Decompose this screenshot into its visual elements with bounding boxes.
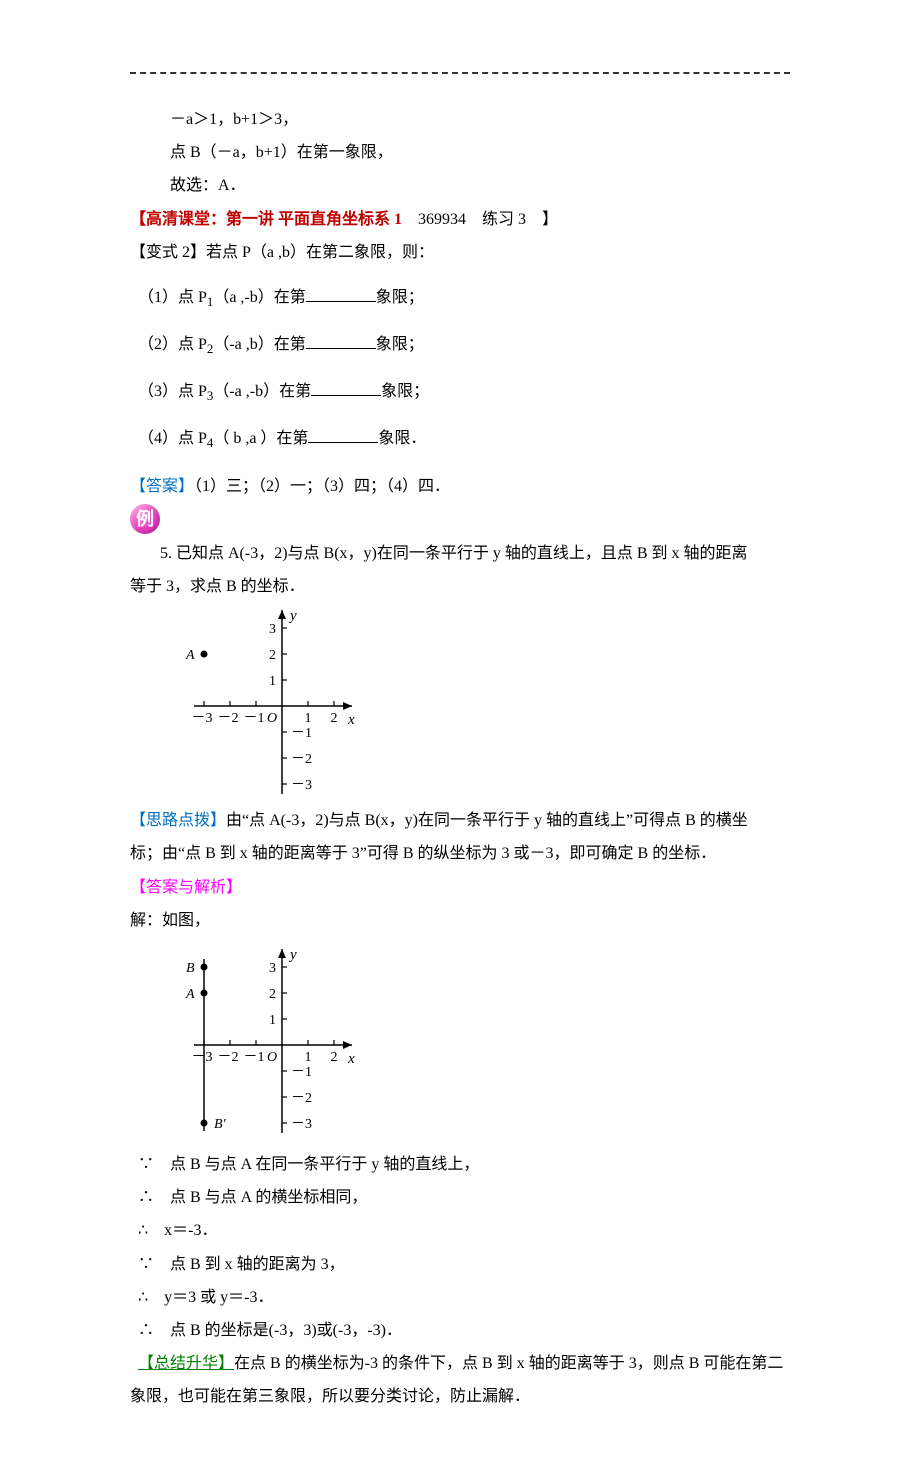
svg-text:1: 1 (269, 1013, 276, 1028)
svg-text:2: 2 (331, 1050, 338, 1065)
header-line: 【高清课堂：第一讲 平面直角坐标系 1 369934 练习 3 】 (130, 204, 790, 235)
summary-l2: 象限，也可能在第三象限，所以要分类讨论，防止漏解． (130, 1381, 790, 1412)
svg-text:1: 1 (305, 711, 312, 726)
ex-q-l2: 等于 3，求点 B 的坐标． (130, 571, 790, 602)
v1-mid: （a ,-b）在第 (213, 289, 305, 306)
proof-1: ∵ 点 B 与点 A 在同一条平行于 y 轴的直线上， (130, 1149, 790, 1180)
variant-item-1: （1）点 P1（a ,-b）在第象限； (130, 282, 790, 315)
header-red: 【高清课堂：第一讲 平面直角坐标系 1 (130, 211, 402, 228)
answer1: 【答案】（1）三；（2）一；（3）四；（4）四． (130, 471, 790, 502)
solution-head: 解：如图， (130, 905, 790, 936)
svg-text:－2: －2 (291, 1091, 312, 1106)
hint-t1: 由“点 A(-3，2)与点 B(x，y)在同一条平行于 y 轴的直线上”可得点 … (226, 812, 748, 829)
svg-text:1: 1 (269, 674, 276, 689)
svg-text:A: A (185, 987, 195, 1002)
variant-item-4: （4）点 P4（ b ,a ）在第象限． (130, 423, 790, 456)
example-badge-wrap: 例 (130, 504, 790, 536)
top-l2: 点 B（－a，b+1）在第一象限， (170, 137, 790, 168)
v2-mid: （-a ,b）在第 (213, 336, 305, 353)
top-l3: 故选：A． (170, 170, 790, 201)
top-rule (130, 72, 790, 74)
svg-text:－2: －2 (291, 752, 312, 767)
svg-text:y: y (288, 947, 297, 963)
answer1-label: 【答案】 (130, 478, 194, 495)
svg-text:B′: B′ (214, 1117, 227, 1132)
ex-q-l1: 5. 已知点 A(-3，2)与点 B(x，y)在同一条平行于 y 轴的直线上，且… (130, 538, 790, 569)
svg-text:A: A (185, 648, 195, 663)
v1-post: 象限； (376, 289, 424, 306)
svg-text:－1: －1 (244, 1050, 265, 1065)
svg-text:2: 2 (331, 711, 338, 726)
svg-text:－3: －3 (192, 1050, 213, 1065)
variant-intro: 【变式 2】若点 P（a ,b）在第二象限，则： (130, 237, 790, 268)
v3-blank (311, 380, 381, 396)
v1-pre: （1）点 P (138, 289, 207, 306)
coord-chart-1: －3－2－112－3－2－1123OxyA (160, 606, 390, 801)
header-black: 369934 练习 3 】 (402, 211, 558, 228)
proof-3: ∴ x＝-3． (130, 1215, 790, 1246)
svg-text:－3: －3 (291, 778, 312, 793)
v1-blank (306, 286, 376, 302)
svg-text:－2: －2 (218, 711, 239, 726)
svg-text:－3: －3 (192, 711, 213, 726)
v3-mid: （-a ,-b）在第 (213, 383, 311, 400)
svg-text:3: 3 (269, 961, 276, 976)
svg-text:－1: －1 (291, 1065, 312, 1080)
svg-text:O: O (267, 1050, 277, 1065)
svg-text:1: 1 (305, 1050, 312, 1065)
v2-blank (306, 333, 376, 349)
proof-4: ∵ 点 B 到 x 轴的距离为 3， (130, 1249, 790, 1280)
svg-text:2: 2 (269, 987, 276, 1002)
svg-text:2: 2 (269, 648, 276, 663)
top-l1: －a＞1，b+1＞3， (170, 104, 790, 135)
v4-post: 象限． (378, 430, 426, 447)
v2-pre: （2）点 P (138, 336, 207, 353)
summary-l1: 【总结升华】在点 B 的横坐标为-3 的条件下，点 B 到 x 轴的距离等于 3… (130, 1348, 790, 1379)
v2-post: 象限； (376, 336, 424, 353)
svg-text:O: O (267, 711, 277, 726)
proof-6: ∴ 点 B 的坐标是(-3，3)或(-3，-3)． (130, 1315, 790, 1346)
v3-post: 象限； (381, 383, 429, 400)
ans-label-t: 【答案与解析】 (130, 879, 242, 896)
v3-pre: （3）点 P (138, 383, 207, 400)
ans-label: 【答案与解析】 (130, 872, 790, 903)
svg-text:－1: －1 (291, 726, 312, 741)
example-badge: 例 (130, 504, 160, 534)
v4-mid: （ b ,a ）在第 (213, 430, 308, 447)
v4-blank (308, 427, 378, 443)
svg-text:－3: －3 (291, 1117, 312, 1132)
svg-text:－1: －1 (244, 711, 265, 726)
hint-l2: 标；由“点 B 到 x 轴的距离等于 3”可得 B 的纵坐标为 3 或－3，即可… (130, 838, 790, 869)
v4-pre: （4）点 P (138, 430, 207, 447)
svg-text:3: 3 (269, 622, 276, 637)
svg-text:x: x (347, 712, 355, 728)
summary-label: 【总结升华】 (138, 1355, 234, 1372)
svg-text:y: y (288, 608, 297, 624)
answer1-text: （1）三；（2）一；（3）四；（4）四． (194, 478, 450, 495)
variant-item-3: （3）点 P3（-a ,-b）在第象限； (130, 376, 790, 409)
proof-2: ∴ 点 B 与点 A 的横坐标相同， (130, 1182, 790, 1213)
variant-item-2: （2）点 P2（-a ,b）在第象限； (130, 329, 790, 362)
svg-text:－2: －2 (218, 1050, 239, 1065)
svg-text:x: x (347, 1051, 355, 1067)
hint-l1: 【思路点拨】由“点 A(-3，2)与点 B(x，y)在同一条平行于 y 轴的直线… (130, 805, 790, 836)
coord-chart-2: －3－2－112－3－2－1123OxyBAB′ (160, 940, 390, 1145)
proof-5: ∴ y＝3 或 y＝-3． (130, 1282, 790, 1313)
svg-text:B: B (186, 961, 195, 976)
summary-t1: 在点 B 的横坐标为-3 的条件下，点 B 到 x 轴的距离等于 3，则点 B … (234, 1355, 783, 1372)
hint-label: 【思路点拨】 (130, 812, 226, 829)
